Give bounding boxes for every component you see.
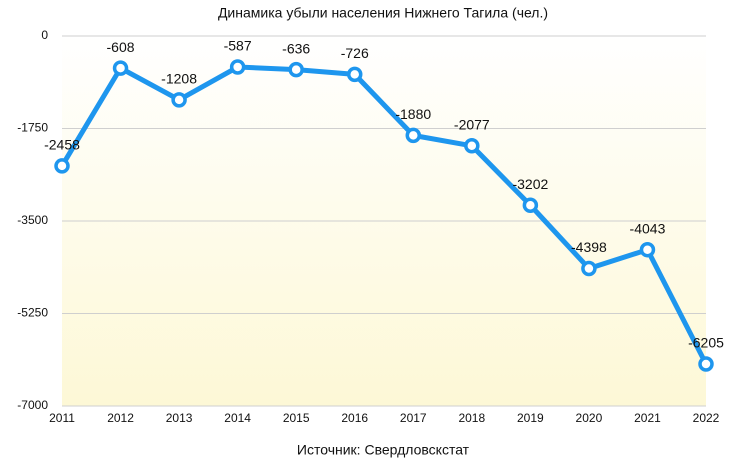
data-label: -2077: [454, 116, 490, 132]
x-tick-label: 2018: [458, 411, 485, 425]
y-tick-label: -5250: [17, 306, 48, 320]
data-point: [522, 197, 539, 213]
data-point: [171, 92, 187, 108]
data-label: -587: [224, 38, 252, 54]
x-tick-label: 2019: [517, 411, 544, 425]
source-note: Источник: Свердловскстат: [297, 442, 470, 458]
data-point: [346, 66, 363, 83]
x-tick-label: 2020: [576, 411, 603, 425]
data-label: -2458: [44, 137, 80, 153]
series-line: [59, 64, 709, 366]
data-label: -608: [107, 39, 135, 55]
data-label: -6205: [688, 335, 724, 351]
x-tick-label: 2011: [49, 411, 75, 425]
x-tick-label: 2012: [107, 411, 134, 425]
x-tick-label: 2017: [400, 411, 427, 425]
y-tick-label: -7000: [17, 398, 48, 412]
data-label: -636: [282, 40, 310, 56]
data-point: [581, 260, 597, 277]
data-label: -4043: [630, 220, 666, 236]
x-tick-label: 2022: [693, 411, 720, 425]
y-tick-label: 0: [41, 28, 48, 42]
x-tick-label: 2015: [283, 411, 310, 425]
data-label: -1208: [161, 71, 197, 87]
data-label: -3202: [512, 176, 548, 192]
data-label: -726: [341, 45, 369, 61]
data-point: [639, 241, 656, 258]
data-point: [698, 356, 714, 372]
data-point: [405, 127, 422, 144]
x-tick-label: 2014: [224, 411, 251, 425]
x-tick-label: 2013: [166, 411, 193, 425]
data-point: [112, 60, 129, 76]
data-point: [229, 59, 246, 75]
data-label: -1880: [395, 106, 431, 122]
y-tick-label: -1750: [17, 121, 48, 135]
chart-title: Динамика убыли населения Нижнего Тагила …: [218, 5, 548, 21]
data-point: [464, 138, 480, 154]
data-point: [54, 158, 70, 174]
data-point: [288, 61, 304, 78]
y-tick-label: -3500: [17, 213, 48, 227]
x-tick-label: 2016: [341, 411, 368, 425]
x-tick-label: 2021: [634, 411, 661, 425]
data-label: -4398: [571, 239, 607, 255]
